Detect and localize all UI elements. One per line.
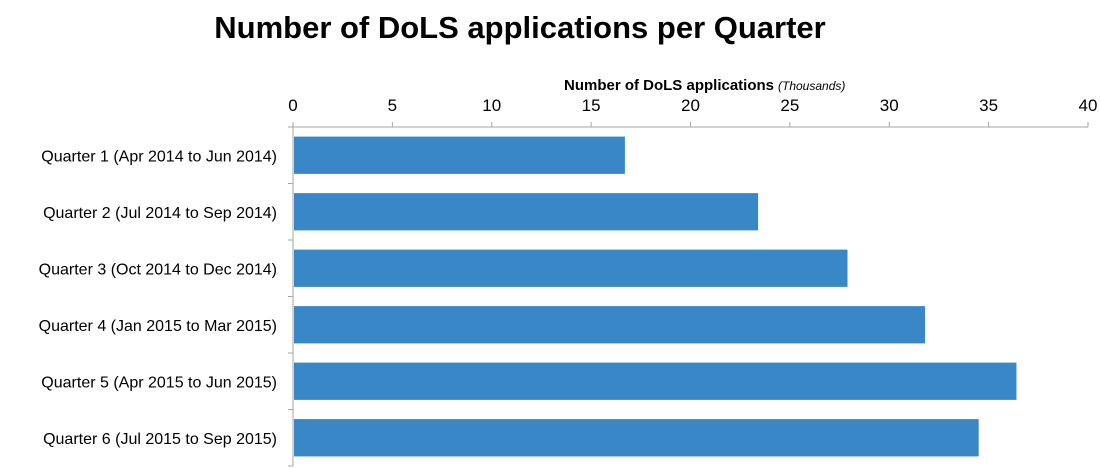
x-tick-label: 5 <box>388 96 397 115</box>
x-axis-unit-text: (Thousands) <box>778 79 845 93</box>
x-tick-label: 20 <box>681 96 700 115</box>
x-axis-title: Number of DoLS applications (Thousands) <box>564 77 845 94</box>
x-axis-title-text: Number of DoLS applications <box>564 77 774 94</box>
bar <box>294 362 1017 400</box>
category-label: Quarter 2 (Jul 2014 to Sep 2014) <box>43 205 277 222</box>
bar <box>294 136 625 174</box>
category-label: Quarter 4 (Jan 2015 to Mar 2015) <box>39 318 277 335</box>
x-tick-label: 30 <box>880 96 899 115</box>
bar <box>294 306 926 344</box>
axis-lines <box>292 126 1088 466</box>
category-label: Quarter 6 (Jul 2015 to Sep 2015) <box>43 431 277 448</box>
x-tick-label: 15 <box>582 96 601 115</box>
x-axis-ticks: 0 5 10 15 20 25 30 35 40 <box>288 96 1097 127</box>
x-tick-label: 10 <box>482 96 501 115</box>
x-tick-label: 25 <box>780 96 799 115</box>
category-label: Quarter 1 (Apr 2014 to Jun 2014) <box>41 148 277 165</box>
bar <box>294 419 979 457</box>
bar <box>294 249 848 287</box>
chart-title: Number of DoLS applications per Quarter <box>214 10 826 45</box>
category-label: Quarter 5 (Apr 2015 to Jun 2015) <box>41 374 277 391</box>
category-label: Quarter 3 (Oct 2014 to Dec 2014) <box>39 261 277 278</box>
bar <box>294 193 759 231</box>
x-tick-label: 0 <box>288 96 297 115</box>
x-tick-label: 40 <box>1079 96 1098 115</box>
category-axis: Quarter 1 (Apr 2014 to Jun 2014) Quarter … <box>39 126 293 467</box>
bars <box>294 136 1017 457</box>
x-tick-label: 35 <box>979 96 998 115</box>
